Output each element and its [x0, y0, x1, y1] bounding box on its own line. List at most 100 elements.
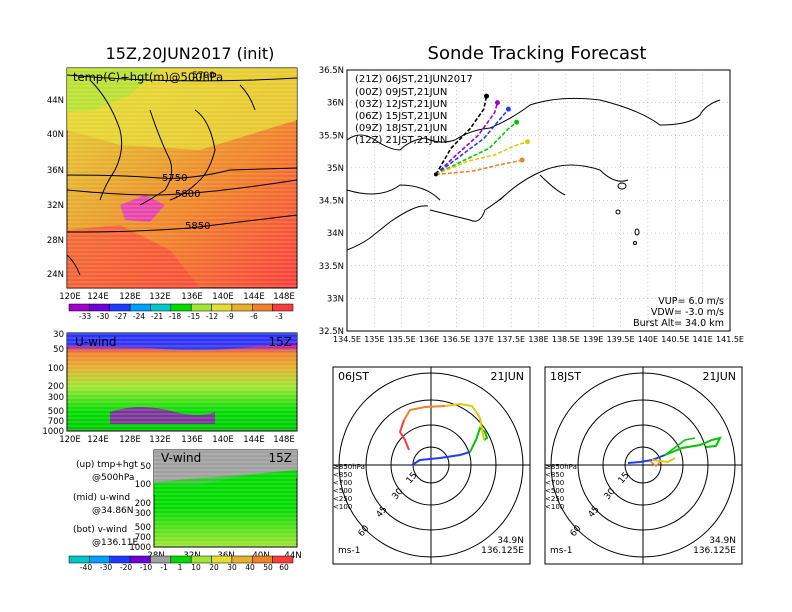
- temperature-colorbar: -33 -30 -27 -24 -21 -18 -15 -12 -9 -6 -3: [68, 303, 294, 321]
- x-tick: 136E: [419, 335, 439, 344]
- y-tick: 50: [140, 462, 151, 472]
- y-tick: 44N: [47, 96, 64, 106]
- colorbar-swatch: [190, 303, 212, 312]
- sonde-track-map: (21Z) 06JST,21JUN2017 (00Z) 09JST,21JUN …: [346, 69, 731, 332]
- legend-entry: (21Z) 06JST,21JUN2017: [355, 74, 473, 85]
- track-map-yticks: 36.5N 36N 35.5N 35N 34.5N 34N 33.5N 33N 32.5N: [319, 66, 344, 337]
- hodo-lon: 136.125E: [693, 546, 736, 556]
- hodo-time: 18JST: [550, 370, 581, 383]
- colorbar-swatch: [129, 555, 151, 564]
- sonde-params: VUP= 6.0 m/s VDW= -3.0 m/s Burst Alt= 34…: [633, 296, 724, 329]
- vwind-panel: V-wind 15Z 50 100 200 300 500 700 1000 2…: [129, 449, 302, 561]
- colorbar-swatch: [170, 303, 192, 312]
- colorbar-swatch: [89, 303, 110, 312]
- x-tick: 124E: [87, 292, 109, 302]
- y-tick: 500: [48, 407, 64, 417]
- note-line: (up) tmp+hgt: [76, 460, 138, 470]
- y-tick: 32N: [47, 201, 64, 211]
- track-line: [435, 102, 499, 175]
- level-key: ≥850hPa: [545, 463, 577, 471]
- level-key: ≥850hPa: [333, 463, 365, 471]
- cbar-tick: -20: [120, 563, 132, 572]
- cbar-tick: -33: [79, 312, 91, 321]
- colorbar-swatch: [231, 555, 253, 564]
- legend-entry: (03Z) 12JST,21JUN: [355, 99, 447, 110]
- uwind-label: U-wind: [75, 335, 116, 349]
- y-tick: 34N: [327, 229, 344, 239]
- colorbar-swatch: [68, 303, 90, 312]
- level-key: <850: [545, 471, 564, 479]
- hodo-lon: 136.125E: [481, 546, 524, 556]
- burst-point: [519, 157, 525, 163]
- hodo-date: 21JUN: [702, 370, 736, 383]
- burst-point: [494, 100, 500, 106]
- y-tick: 1000: [129, 543, 151, 553]
- top-map-xticks: 120E 124E 128E 132E 136E 140E 144E 148E: [59, 292, 295, 302]
- colorbar-swatch: [150, 555, 172, 564]
- contour-label-5800: 5800: [175, 189, 200, 200]
- colorbar-swatch: [89, 555, 110, 564]
- y-tick: 40N: [47, 130, 64, 140]
- colorbar-swatch: [68, 555, 90, 564]
- left-title: 15Z,20JUN2017 (init): [106, 44, 275, 63]
- y-tick: 30: [53, 330, 64, 340]
- y-tick: 300: [48, 393, 64, 403]
- cbar-tick: 1: [178, 563, 183, 572]
- y-tick: 700: [135, 533, 151, 543]
- vwind-time: 15Z: [269, 451, 293, 465]
- track-line: [435, 159, 523, 176]
- cbar-tick: -24: [133, 312, 145, 321]
- level-key: <500: [545, 487, 564, 495]
- x-tick: 136.5E: [442, 335, 470, 344]
- legend-entry: (09Z) 18JST,21JUN: [355, 123, 447, 134]
- param-burst: Burst Alt= 34.0 km: [633, 318, 724, 329]
- cbar-tick: -3: [275, 312, 283, 321]
- colorbar-swatch: [129, 303, 151, 312]
- x-tick: 135E: [364, 335, 384, 344]
- level-key: <250: [333, 495, 352, 503]
- param-vup: VUP= 6.0 m/s: [658, 296, 724, 307]
- burst-point: [514, 119, 520, 125]
- cbar-tick: 30: [227, 563, 237, 572]
- x-tick: 141.5E: [716, 335, 744, 344]
- cbar-tick: 40: [245, 563, 255, 572]
- hodograph-18jst: 18JST 21JUN 15 30 45 60 ms-1 34.9N 136.1…: [544, 366, 743, 565]
- x-tick: 120E: [59, 292, 81, 302]
- contour-label-5850: 5850: [185, 221, 210, 232]
- note-line: (bot) v-wind: [73, 525, 127, 535]
- uwind-time: 15Z: [269, 335, 293, 349]
- colorbar-swatch: [252, 303, 273, 312]
- hodo-unit: ms-1: [550, 546, 572, 556]
- launch-point: [433, 172, 438, 177]
- contour-label-5750: 5750: [162, 173, 187, 184]
- y-tick: 700: [48, 417, 64, 427]
- burst-point: [505, 106, 511, 112]
- x-tick: 144E: [243, 292, 265, 302]
- x-tick: 120E: [59, 435, 81, 445]
- cbar-tick: -9: [226, 312, 234, 321]
- cbar-tick: -27: [115, 312, 127, 321]
- hodograph-06jst: 06JST 21JUN 15 30 45 60 ms-1 34.9N 136.1…: [332, 366, 531, 565]
- note-line: @500hPa: [92, 473, 134, 483]
- level-key: <700: [545, 479, 564, 487]
- y-tick: 34.5N: [319, 197, 344, 207]
- x-tick: 138.5E: [552, 335, 580, 344]
- legend-entry: (12Z) 21JST,21JUN: [355, 135, 447, 146]
- colorbar-swatch: [231, 303, 253, 312]
- y-tick: 36.5N: [319, 66, 344, 76]
- burst-point: [525, 139, 531, 145]
- colorbar-swatch: [109, 303, 131, 312]
- hodo-unit: ms-1: [338, 546, 360, 556]
- colorbar-swatch: [272, 555, 294, 564]
- x-tick: 124E: [87, 435, 109, 445]
- y-tick: 35.5N: [319, 131, 344, 141]
- panel-notes: (up) tmp+hgt @500hPa (mid) u-wind @34.86…: [73, 460, 138, 548]
- cbar-tick: 10: [191, 563, 201, 572]
- x-tick: 140.5E: [661, 335, 689, 344]
- x-tick: 137E: [474, 335, 494, 344]
- x-tick: 140E: [212, 292, 234, 302]
- cbar-tick: -30: [100, 563, 112, 572]
- legend-entry: (06Z) 15JST,21JUN: [355, 111, 447, 122]
- y-tick: 50: [53, 345, 64, 355]
